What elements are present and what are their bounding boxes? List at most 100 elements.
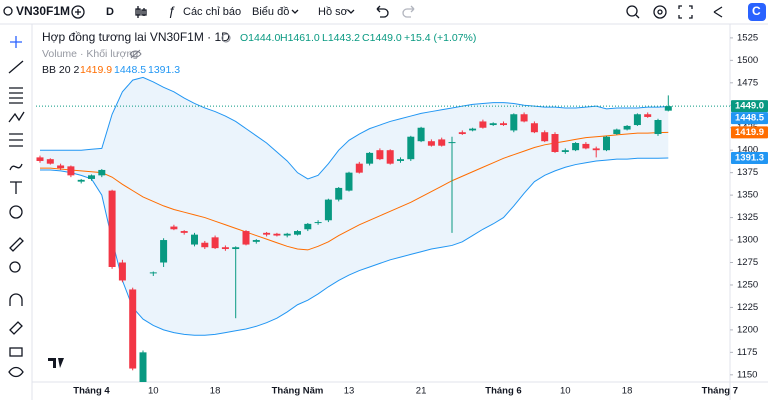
candle-body <box>510 114 518 131</box>
candle-body <box>520 114 528 122</box>
candle-body <box>273 233 281 236</box>
candle-body <box>376 150 384 160</box>
candle-body <box>129 289 137 369</box>
fib-tool[interactable] <box>9 87 23 104</box>
candle-body <box>613 129 621 135</box>
line-tool[interactable] <box>8 60 24 74</box>
y-tick-label: 1250 <box>737 279 758 290</box>
price-tag <box>731 112 768 125</box>
candle-body <box>500 123 507 126</box>
legend-bb-middle: 1419.9 <box>80 64 112 76</box>
y-tick-label: 1225 <box>737 302 758 313</box>
candle-body <box>46 159 54 164</box>
chart-menu[interactable]: Biểu đồ <box>252 6 289 18</box>
y-tick-label: 1350 <box>737 190 758 201</box>
legend-bb-upper: 1448.5 <box>114 64 146 76</box>
legend-open: O1444.0 <box>240 32 280 44</box>
top-toolbar: VN30F1M D ƒ Các chỉ báo Biểu đồ Hồ sơ C <box>0 3 768 25</box>
brush-tool[interactable] <box>9 163 23 171</box>
visibility-tool[interactable] <box>8 366 24 378</box>
candle-body <box>283 233 291 236</box>
candle-body <box>324 199 332 221</box>
legend-bb: BB 20 2 <box>42 64 80 76</box>
bb-line <box>40 157 669 336</box>
redo-button[interactable] <box>402 5 415 18</box>
chevron <box>291 9 299 14</box>
candle-body <box>592 148 600 151</box>
zoom-tool[interactable] <box>9 261 21 273</box>
chart-type-button[interactable] <box>135 6 147 18</box>
settings-button[interactable] <box>653 5 667 19</box>
candle-body <box>314 222 322 224</box>
legend-high: H1461.0 <box>280 32 320 44</box>
candle-body <box>67 166 75 176</box>
profile-menu[interactable]: Hồ sơ <box>318 6 348 18</box>
candle-body <box>397 159 404 161</box>
undo-button[interactable] <box>376 5 389 18</box>
candle-body <box>345 172 353 191</box>
y-tick-label: 1175 <box>737 347 757 358</box>
y-tick-label: 1275 <box>737 257 758 268</box>
price-tag-label: 1448.5 <box>735 113 765 124</box>
candle-body <box>242 231 250 245</box>
candle-body <box>77 179 85 182</box>
bb-line <box>40 76 669 180</box>
candle-body <box>118 262 126 281</box>
candle-body <box>469 128 477 131</box>
share-button[interactable] <box>713 6 723 18</box>
candle-body <box>139 352 147 382</box>
magnet-tool[interactable] <box>9 293 23 306</box>
candle-body <box>407 136 415 160</box>
x-tick-label: 21 <box>416 386 427 397</box>
candle-body <box>561 150 569 152</box>
logo-mark <box>48 358 64 368</box>
lock-tool[interactable] <box>9 347 23 357</box>
candle-body <box>36 157 44 161</box>
candle-body <box>252 240 260 242</box>
candle-body <box>149 272 157 274</box>
text-tool[interactable] <box>10 181 22 194</box>
lock-draw-tool[interactable] <box>9 321 23 335</box>
price-tag <box>731 126 768 139</box>
gear-core <box>657 9 663 15</box>
chevron <box>347 9 355 14</box>
candle-body <box>170 226 178 230</box>
y-tick-label: 1525 <box>737 32 758 43</box>
pattern-tool[interactable] <box>8 111 25 123</box>
logo-button[interactable] <box>748 3 766 21</box>
symbol[interactable]: VN30F1M <box>16 4 70 18</box>
candle-body <box>108 190 116 267</box>
candle-body <box>633 114 641 126</box>
x-tick-label: Tháng 4 <box>73 386 110 397</box>
screener-button[interactable] <box>626 5 638 17</box>
logo-letter: C <box>752 4 761 18</box>
candle-body <box>603 136 610 151</box>
prediction-tool[interactable] <box>9 133 23 147</box>
indicators-button[interactable]: Các chỉ báo <box>183 6 241 18</box>
y-tick-label: 1300 <box>737 235 758 246</box>
candle-body <box>489 123 497 126</box>
price-tag-label: 1419.9 <box>735 127 764 138</box>
emoji-tool[interactable] <box>9 205 23 219</box>
legend: Hợp đồng tương lai VN30F1M · 1D O1444.0 … <box>42 30 476 76</box>
candle-body <box>160 240 168 263</box>
candle-body <box>57 165 65 169</box>
candle-body <box>355 163 363 173</box>
band-fill <box>40 77 669 336</box>
bb-line <box>40 131 669 251</box>
fullscreen-button[interactable] <box>678 5 693 19</box>
y-tick-label: 1200 <box>737 324 758 335</box>
ruler-tool[interactable] <box>9 237 24 252</box>
x-tick-label: Tháng 6 <box>485 386 521 397</box>
x-tick-label: Tháng 7 <box>702 386 738 397</box>
crosshair-tool[interactable] <box>10 36 22 48</box>
interval[interactable]: D <box>106 6 114 18</box>
compare-button[interactable] <box>71 5 85 19</box>
search-icon[interactable] <box>3 6 13 16</box>
candle-body <box>479 121 487 128</box>
legend-close: C1449.0 <box>362 32 402 44</box>
legend-change: +15.4 (+1.07%) <box>404 32 476 44</box>
candle-body <box>232 247 240 250</box>
hidden-icon[interactable] <box>129 49 142 59</box>
candle-body <box>263 232 271 235</box>
